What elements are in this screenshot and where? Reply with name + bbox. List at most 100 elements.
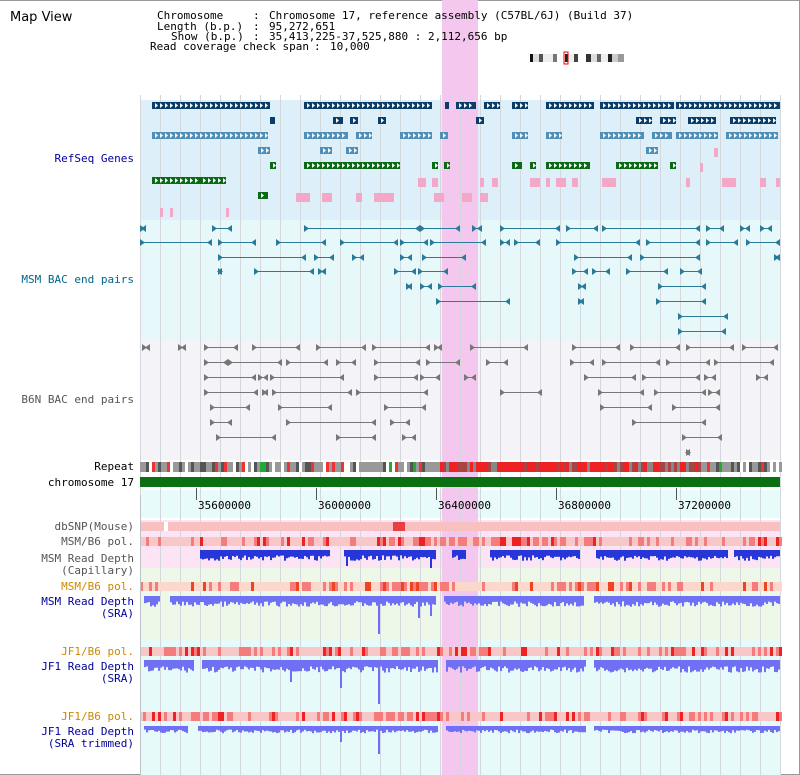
msm-sra-depth-bar [752,596,754,607]
track-label-jf1-depth-sra[interactable]: JF1 Read Depth [41,660,134,673]
gene-strand-arrow [624,163,627,168]
msm-capillary-depth-bar [310,550,312,556]
jf1-b6-polymorphism-2 [413,712,416,721]
jf1-sra-depth-bar [418,660,420,672]
jf1-sra-depth-bar [528,660,530,668]
jf1-trimmed-depth-bar [522,726,524,732]
msm-b6-polymorphism-2 [299,582,302,591]
track-label-repeat[interactable]: Repeat [94,460,134,473]
jf1-b6-polymorphism-2 [245,712,248,721]
gene-strand-arrow [584,103,587,108]
jf1-b6-polymorphism-1 [371,647,374,656]
track-label-jf1-b6-pol-2[interactable]: JF1/B6 pol. [61,710,134,723]
msm-capillary-depth-bar [384,550,386,560]
msm-capillary-depth-bar [618,550,620,560]
gene-strand-arrow [696,118,699,123]
jf1-b6-polymorphism-1 [668,647,671,656]
jf1-trimmed-depth-bar [454,726,456,732]
jf1-sra-depth-bar [300,660,302,672]
msm-sra-depth-bar [462,596,464,607]
gene-strand-arrow [322,163,325,168]
msm-sra-depth-bar [192,596,194,607]
msm-b6-polymorphism-2 [635,582,638,591]
msm-sra-depth-bar [226,596,228,606]
track-label-refseq-genes[interactable]: RefSeq Genes [54,152,134,165]
jf1-trimmed-depth-bar [450,726,452,733]
jf1-sra-depth-bar [620,660,622,669]
jf1-b6-polymorphism-1 [539,647,542,656]
msm-b6-polymorphism-1 [431,537,434,546]
msm-capillary-depth-bar [750,550,752,557]
msm-sra-depth-bar [244,596,246,605]
msm-b6-polymorphism-1 [488,537,491,546]
msm-b6-polymorphism-2 [557,582,560,591]
jf1-sra-depth-bar [702,660,704,672]
repeat-element [743,462,746,472]
track-label-jf1-b6-pol-1[interactable]: JF1/B6 pol. [61,645,134,658]
track-label-msm-b6-pol-1[interactable]: MSM/B6 pol. [61,535,134,548]
bac-end-marker [181,344,186,351]
track-label-msm-depth-sra[interactable]: MSM Read Depth [41,595,134,608]
track-label-msm-b6-pol-2[interactable]: MSM/B6 pol. [61,580,134,593]
track-label-msm-depth-capillary[interactable]: MSM Read Depth [41,552,134,565]
bac-end-marker [572,344,577,351]
refseq-predicted-gene [700,163,703,172]
jf1-b6-polymorphism-1 [443,647,446,656]
msm-b6-polymorphism-1 [716,537,719,546]
msm-b6-polymorphism-2 [326,582,329,591]
show-key: Show (b.p.) [171,30,244,43]
repeat-element [431,462,434,472]
gene-strand-arrow [754,133,757,138]
msm-sra-depth-bar [360,596,362,603]
track-label-b6n-bac[interactable]: B6N BAC end pairs [21,393,134,406]
msm-sra-depth-bar [720,596,722,607]
repeat-element [548,462,551,472]
msm-sra-depth-bar [778,596,780,604]
jf1-sra-depth-bar [712,660,714,667]
msm-sra-depth-bar [774,596,776,602]
msm-sra-depth-bar [528,596,530,602]
jf1-trimmed-depth-bar [536,726,538,732]
jf1-b6-polymorphism-2 [671,712,674,721]
msm-b6-polymorphism-2 [632,582,635,591]
jf1-sra-depth-bar [310,660,312,667]
gene-strand-arrow [265,133,268,138]
gene-strand-arrow [644,163,647,168]
track-label-msm-bac[interactable]: MSM BAC end pairs [21,273,134,286]
msm-b6-polymorphism-2 [425,582,428,591]
jf1-b6-polymorphism-2 [287,712,290,721]
gene-strand-arrow [195,178,198,183]
jf1-trimmed-depth-bar [756,726,758,731]
track-label-chromosome[interactable]: chromosome 17 [47,476,134,489]
repeat-element [761,462,764,472]
msm-b6-polymorphism-1 [242,537,245,546]
refseq-predicted-gene [462,193,472,202]
msm-sra-depth-bar [268,596,270,606]
jf1-trimmed-depth-bar [386,726,388,730]
msm-sra-depth-bar [322,596,324,605]
jf1-b6-polymorphism-2 [191,712,194,721]
jf1-trimmed-depth-bar [704,726,706,732]
repeat-element [737,462,740,472]
jf1-b6-polymorphism-1 [365,647,368,656]
jf1-trimmed-depth-bar [598,726,600,731]
track-label-jf1-depth-trimmed[interactable]: JF1 Read Depth [41,725,134,738]
track-label-dbsnp[interactable]: dbSNP(Mouse) [54,520,134,533]
jf1-b6-polymorphism-1 [434,647,437,656]
jf1-b6-polymorphism-1 [773,647,776,656]
jf1-trimmed-depth-bar [648,726,650,730]
refseq-predicted-gene [572,178,578,187]
msm-sra-depth-bar [484,596,486,605]
jf1-trimmed-depth-bar [170,726,172,731]
msm-sra-depth-bar [664,596,666,605]
jf1-sra-depth-bar [680,660,682,673]
msm-b6-polymorphism-2 [719,582,722,591]
gene-strand-arrow [709,103,712,108]
msm-b6-polymorphism-1 [341,537,344,546]
msm-sra-depth-bar [172,596,174,605]
bac-end-marker [254,268,259,275]
bac-end-marker [719,225,724,232]
coverage-span-value: 10,000 [330,40,370,53]
gene-strand-arrow [245,133,248,138]
msm-sra-depth-bar [278,596,280,607]
